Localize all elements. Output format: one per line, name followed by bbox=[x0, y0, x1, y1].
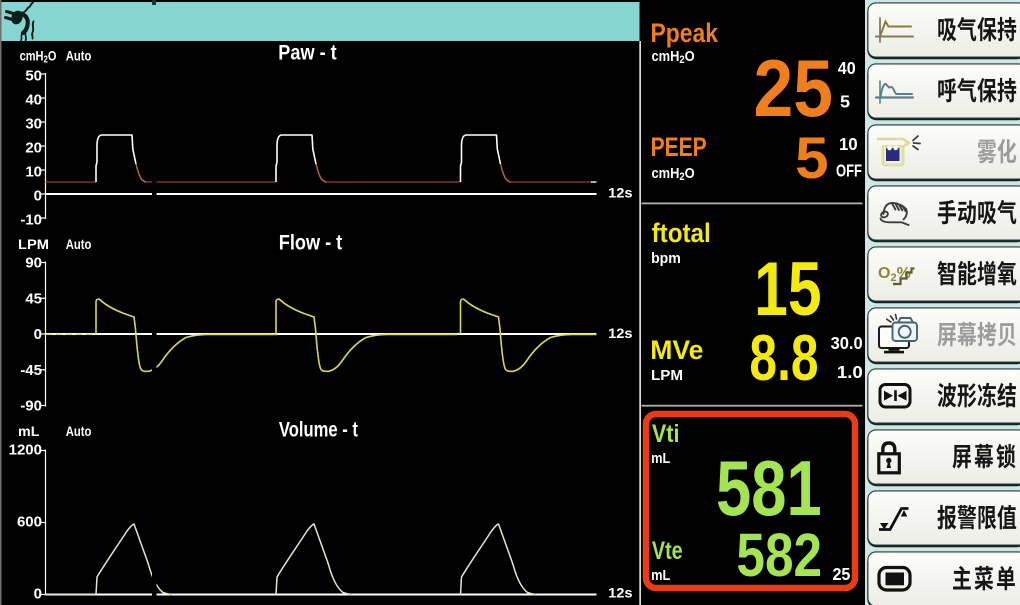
svg-text:cmH2O: cmH2O bbox=[20, 48, 57, 64]
svg-text:-10: -10 bbox=[20, 212, 42, 229]
svg-text:0: 0 bbox=[34, 188, 42, 205]
svg-text:1200: 1200 bbox=[9, 442, 42, 459]
svg-text:cmH2O: cmH2O bbox=[652, 164, 695, 183]
svg-text:mL: mL bbox=[651, 449, 671, 466]
svg-text:OFF: OFF bbox=[836, 162, 862, 181]
svg-text:mL: mL bbox=[18, 423, 40, 439]
svg-text:Vte: Vte bbox=[652, 537, 683, 565]
svg-text:mL: mL bbox=[651, 566, 671, 583]
svg-text:Auto: Auto bbox=[66, 236, 92, 253]
svg-text:5: 5 bbox=[795, 125, 829, 191]
svg-text:Ppeak: Ppeak bbox=[650, 18, 718, 48]
svg-text:40: 40 bbox=[838, 58, 856, 78]
svg-text:10: 10 bbox=[25, 164, 42, 181]
svg-text:MVe: MVe bbox=[650, 335, 703, 365]
svg-text:Vti: Vti bbox=[652, 420, 680, 448]
svg-text:90: 90 bbox=[25, 255, 42, 272]
svg-text:0: 0 bbox=[34, 326, 42, 343]
svg-text:Volume - t: Volume - t bbox=[279, 419, 359, 442]
svg-text:600: 600 bbox=[17, 514, 42, 531]
svg-text:1.0: 1.0 bbox=[837, 363, 863, 382]
svg-text:45: 45 bbox=[25, 290, 42, 307]
svg-text:581: 581 bbox=[716, 446, 822, 533]
svg-text:30: 30 bbox=[25, 116, 42, 133]
svg-text:Auto: Auto bbox=[66, 47, 92, 64]
svg-text:50: 50 bbox=[25, 68, 42, 85]
svg-text:Flow - t: Flow - t bbox=[279, 231, 343, 255]
svg-text:LPM: LPM bbox=[651, 367, 683, 384]
svg-text:8.8: 8.8 bbox=[749, 323, 818, 395]
svg-text:LPM: LPM bbox=[18, 237, 49, 253]
svg-text:5: 5 bbox=[840, 92, 850, 112]
svg-text:cmH2O: cmH2O bbox=[652, 47, 695, 66]
svg-text:-45: -45 bbox=[20, 362, 42, 379]
svg-text:20: 20 bbox=[25, 140, 42, 157]
svg-text:12s: 12s bbox=[608, 326, 633, 342]
svg-text:Auto: Auto bbox=[66, 423, 92, 440]
svg-text:25: 25 bbox=[754, 44, 833, 134]
svg-text:40: 40 bbox=[25, 92, 42, 109]
svg-text:10: 10 bbox=[839, 133, 858, 154]
svg-text:Paw - t: Paw - t bbox=[278, 41, 337, 65]
svg-text:PEEP: PEEP bbox=[651, 133, 707, 163]
svg-text:ftotal: ftotal bbox=[652, 219, 711, 248]
svg-text:582: 582 bbox=[736, 521, 822, 589]
svg-text:25: 25 bbox=[832, 564, 850, 584]
svg-text:bpm: bpm bbox=[651, 251, 681, 267]
svg-text:30.0: 30.0 bbox=[831, 334, 863, 354]
svg-text:12s: 12s bbox=[608, 186, 633, 202]
svg-text:-90: -90 bbox=[20, 398, 42, 415]
svg-text:15: 15 bbox=[754, 246, 822, 331]
svg-text:12s: 12s bbox=[608, 586, 633, 602]
svg-text:0: 0 bbox=[34, 586, 42, 603]
